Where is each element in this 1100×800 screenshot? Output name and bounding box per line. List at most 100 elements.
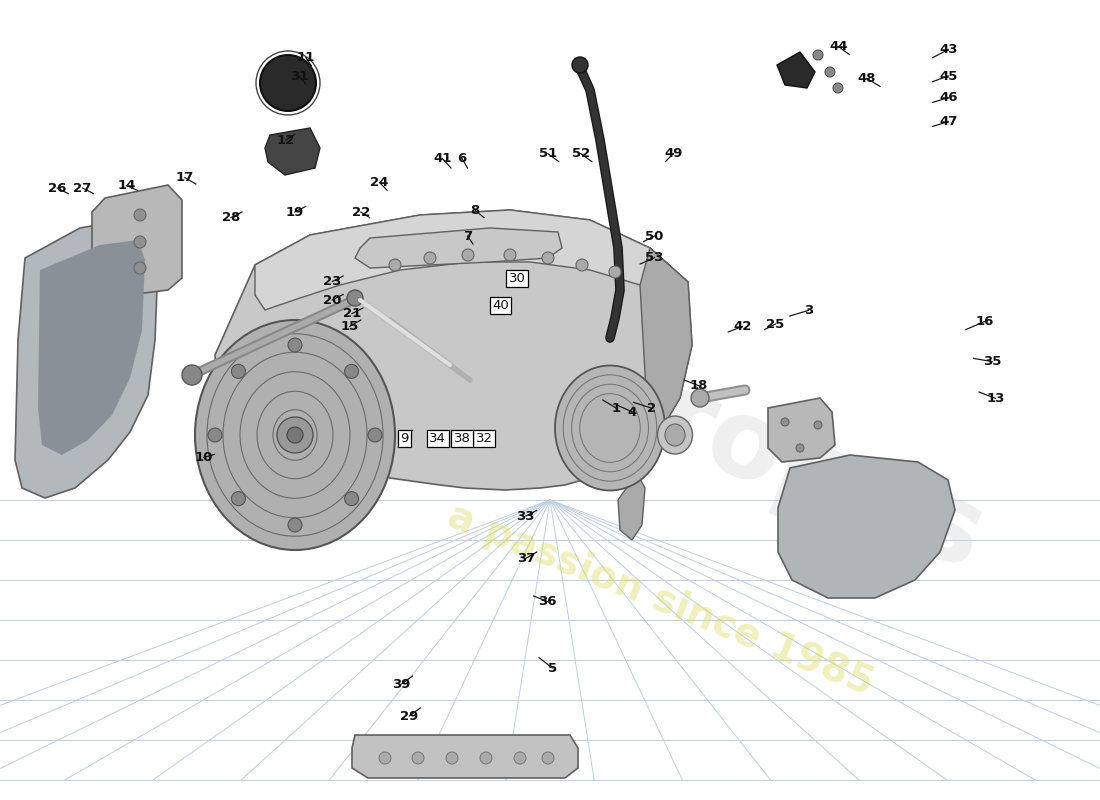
Polygon shape <box>39 240 145 455</box>
Text: 13: 13 <box>987 392 1004 405</box>
Text: 15: 15 <box>341 320 359 333</box>
Text: 23: 23 <box>323 275 341 288</box>
Polygon shape <box>777 52 815 88</box>
Text: europes: europes <box>500 308 999 592</box>
Text: 14: 14 <box>118 179 135 192</box>
Circle shape <box>424 252 436 264</box>
Text: 33: 33 <box>517 510 535 522</box>
Polygon shape <box>355 228 562 268</box>
Text: 27: 27 <box>74 182 91 194</box>
Text: 43: 43 <box>939 43 957 56</box>
Circle shape <box>462 249 474 261</box>
Circle shape <box>691 389 710 407</box>
Circle shape <box>825 67 835 77</box>
Circle shape <box>260 55 316 111</box>
Circle shape <box>389 259 402 271</box>
Text: 35: 35 <box>983 355 1001 368</box>
Text: 16: 16 <box>976 315 993 328</box>
Text: 1: 1 <box>612 402 620 414</box>
Circle shape <box>576 259 588 271</box>
Circle shape <box>813 50 823 60</box>
Polygon shape <box>214 210 692 490</box>
Ellipse shape <box>195 320 395 550</box>
Text: 51: 51 <box>539 147 557 160</box>
Text: 45: 45 <box>939 70 957 82</box>
Text: a passion since 1985: a passion since 1985 <box>441 497 879 703</box>
Circle shape <box>833 83 843 93</box>
Circle shape <box>514 752 526 764</box>
Polygon shape <box>618 475 645 540</box>
Text: 24: 24 <box>371 176 388 189</box>
Circle shape <box>368 428 382 442</box>
Circle shape <box>344 364 359 378</box>
Circle shape <box>134 262 146 274</box>
Text: 38: 38 <box>453 432 471 445</box>
Text: 37: 37 <box>517 552 535 565</box>
Ellipse shape <box>556 366 666 490</box>
Text: 18: 18 <box>690 379 707 392</box>
Text: 12: 12 <box>277 134 295 146</box>
Polygon shape <box>768 398 835 462</box>
Text: 8: 8 <box>471 204 480 217</box>
Circle shape <box>231 492 245 506</box>
Text: 46: 46 <box>939 91 957 104</box>
Text: 6: 6 <box>458 152 466 165</box>
Text: 28: 28 <box>222 211 240 224</box>
Text: 11: 11 <box>297 51 315 64</box>
Text: 17: 17 <box>176 171 194 184</box>
Text: 30: 30 <box>508 272 526 285</box>
Text: 42: 42 <box>734 320 751 333</box>
Ellipse shape <box>658 416 693 454</box>
Circle shape <box>134 236 146 248</box>
Text: 7: 7 <box>463 230 472 242</box>
Text: 26: 26 <box>48 182 66 194</box>
Text: 2: 2 <box>647 402 656 414</box>
Text: 29: 29 <box>400 710 418 722</box>
Text: 5: 5 <box>548 662 557 674</box>
Circle shape <box>542 252 554 264</box>
Text: 41: 41 <box>433 152 451 165</box>
Circle shape <box>288 518 302 532</box>
Ellipse shape <box>666 424 685 446</box>
Text: 48: 48 <box>858 72 876 85</box>
Circle shape <box>572 57 588 73</box>
Polygon shape <box>15 218 158 498</box>
Text: 3: 3 <box>804 304 813 317</box>
Polygon shape <box>92 185 182 298</box>
Circle shape <box>412 752 424 764</box>
Circle shape <box>796 444 804 452</box>
Text: 4: 4 <box>628 406 637 418</box>
Polygon shape <box>778 455 955 598</box>
Circle shape <box>814 421 822 429</box>
Text: 31: 31 <box>290 70 308 82</box>
Text: 49: 49 <box>664 147 682 160</box>
Text: 40: 40 <box>492 299 509 312</box>
Circle shape <box>379 752 390 764</box>
Text: 52: 52 <box>572 147 590 160</box>
Polygon shape <box>265 128 320 175</box>
Text: 19: 19 <box>286 206 304 218</box>
Polygon shape <box>640 248 692 462</box>
Circle shape <box>208 428 222 442</box>
Text: 32: 32 <box>475 432 493 445</box>
Circle shape <box>609 266 622 278</box>
Circle shape <box>504 249 516 261</box>
Text: 22: 22 <box>352 206 370 218</box>
Text: 25: 25 <box>767 318 784 330</box>
Text: 34: 34 <box>429 432 447 445</box>
Text: 9: 9 <box>400 432 409 445</box>
Text: 39: 39 <box>393 678 410 690</box>
Text: 53: 53 <box>646 251 663 264</box>
Circle shape <box>134 209 146 221</box>
Circle shape <box>346 290 363 306</box>
Text: 10: 10 <box>195 451 212 464</box>
Circle shape <box>288 338 302 352</box>
Circle shape <box>231 364 245 378</box>
Circle shape <box>781 418 789 426</box>
Polygon shape <box>255 210 688 310</box>
Text: 50: 50 <box>646 230 663 242</box>
Circle shape <box>277 417 313 453</box>
Text: 47: 47 <box>939 115 957 128</box>
Text: 21: 21 <box>343 307 361 320</box>
Circle shape <box>480 752 492 764</box>
